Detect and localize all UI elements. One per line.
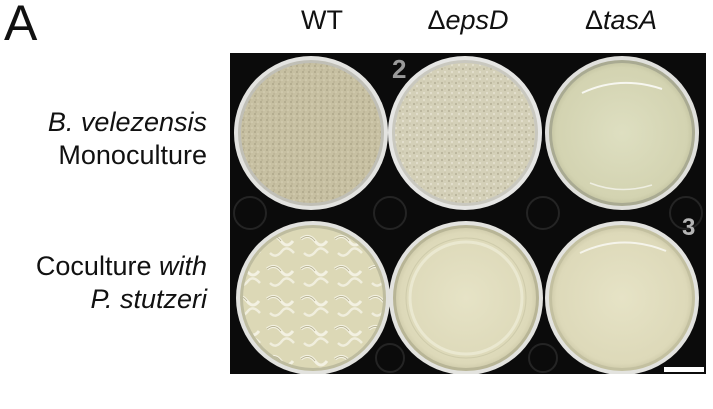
gene-name-epsd: epsD — [445, 5, 509, 35]
row-label-monoculture-line1: B. velezensis — [47, 107, 207, 137]
scale-bar — [664, 367, 704, 372]
well-wt-coculture — [236, 221, 390, 374]
well-tasa-coculture — [545, 221, 699, 374]
row-label-coculture-line2: P. stutzeri — [90, 283, 207, 314]
well-tasa-monoculture — [545, 56, 699, 210]
well-epsd-coculture — [389, 221, 543, 374]
well-epsd-monoculture — [388, 56, 542, 210]
column-label-tasa: ΔtasA — [546, 5, 696, 36]
tray-markings — [233, 196, 703, 373]
plate-marking-3: 3 — [682, 214, 695, 241]
column-label-wt-text: WT — [301, 5, 343, 35]
delta-symbol: Δ — [427, 5, 446, 35]
well-wt-monoculture — [234, 56, 388, 210]
column-label-wt: WT — [247, 5, 397, 36]
row-label-monoculture: B. velezensis Monoculture — [48, 106, 207, 172]
plate-photograph: 2 3 — [230, 53, 706, 374]
gene-name-tasa: tasA — [603, 5, 658, 35]
column-label-epsd: ΔepsD — [393, 5, 543, 36]
plate-marking-2: 2 — [392, 54, 406, 84]
row-label-coculture-line1-italic: with — [158, 251, 207, 281]
row-label-coculture: Coculture with P. stutzeri — [36, 250, 207, 316]
panel-letter: A — [4, 0, 38, 51]
plate-image: 2 3 — [230, 53, 706, 374]
delta-symbol: Δ — [584, 5, 603, 35]
row-label-coculture-line1-plain: Coculture — [35, 251, 159, 281]
row-label-monoculture-line2: Monoculture — [58, 139, 207, 170]
